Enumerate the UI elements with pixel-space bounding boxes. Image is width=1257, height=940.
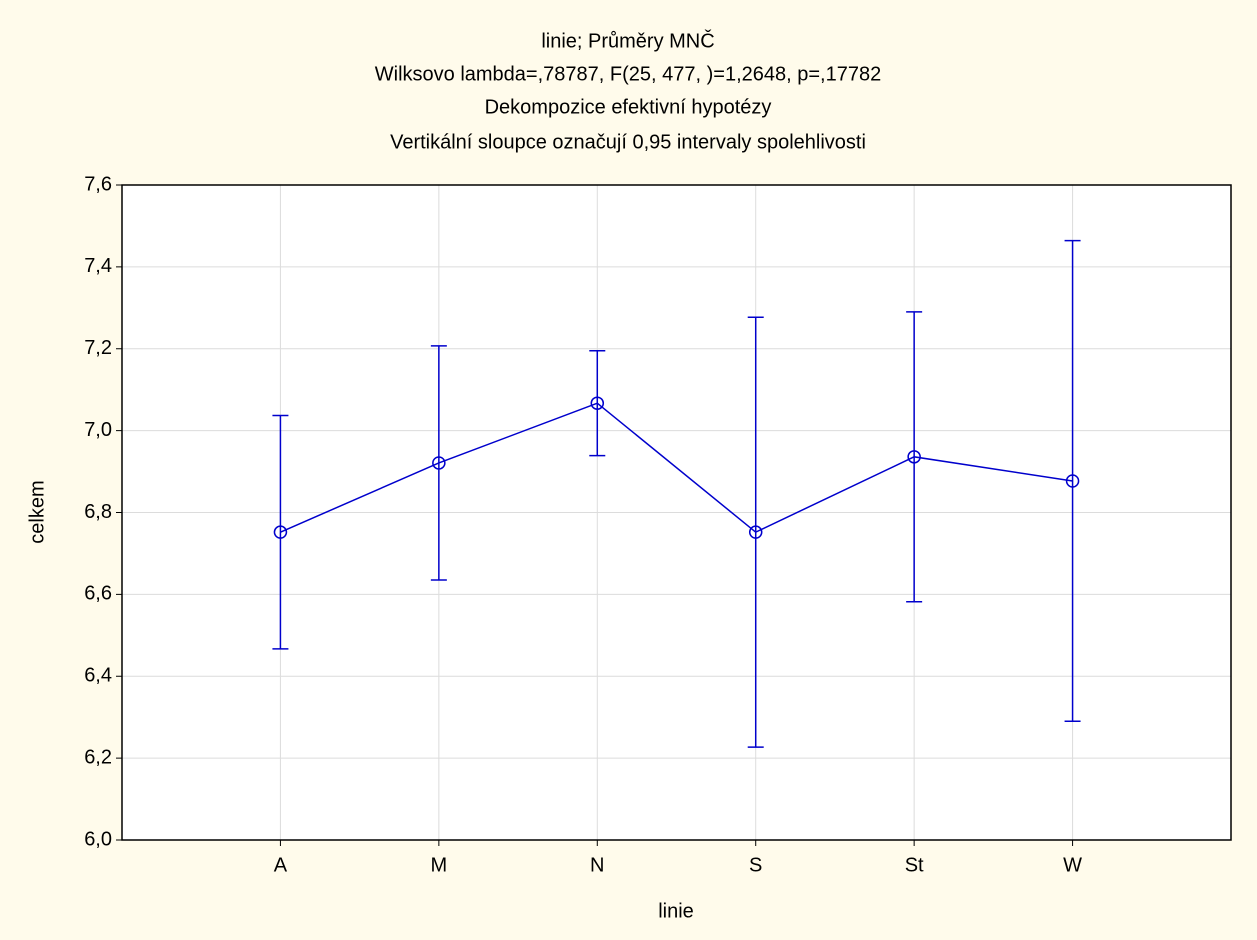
x-tick-label: M [431, 854, 448, 876]
x-tick-label: S [749, 854, 762, 876]
point [1065, 474, 1080, 488]
y-tick-label: 6,4 [84, 665, 112, 687]
x-tick-label: A [274, 854, 288, 876]
y-tick-label: 7,4 [84, 255, 112, 277]
x-axis-label: linie [658, 900, 694, 922]
x-tick-label: N [590, 854, 604, 876]
point [590, 396, 605, 410]
chart-title: linie; Průměry MNČ [541, 29, 714, 52]
y-tick-label: 7,0 [84, 419, 112, 441]
y-tick-label: 6,8 [84, 501, 112, 523]
plot-frame [121, 184, 1232, 841]
line [280, 402, 1073, 534]
y-tick-label: 6,6 [84, 583, 112, 605]
point [432, 456, 446, 470]
y-axis-label: celkem [26, 480, 48, 543]
x-tick-label: St [905, 854, 924, 876]
point [748, 525, 763, 539]
chart-subtitle: Dekompozice efektivní hypotézy [485, 96, 772, 118]
chart-subtitle: Wilksovo lambda=,78787, F(25, 477, )=1,2… [375, 63, 881, 85]
y-tick-label: 7,2 [84, 337, 112, 359]
y-tick-label: 7,6 [84, 173, 112, 195]
y-tick-label: 6,0 [84, 828, 112, 850]
point [273, 525, 288, 539]
chart-subtitle: Vertikální sloupce označují 0,95 interva… [390, 131, 866, 153]
y-tick-label: 6,2 [84, 746, 112, 768]
x-tick-label: W [1063, 854, 1082, 876]
point [907, 450, 921, 464]
